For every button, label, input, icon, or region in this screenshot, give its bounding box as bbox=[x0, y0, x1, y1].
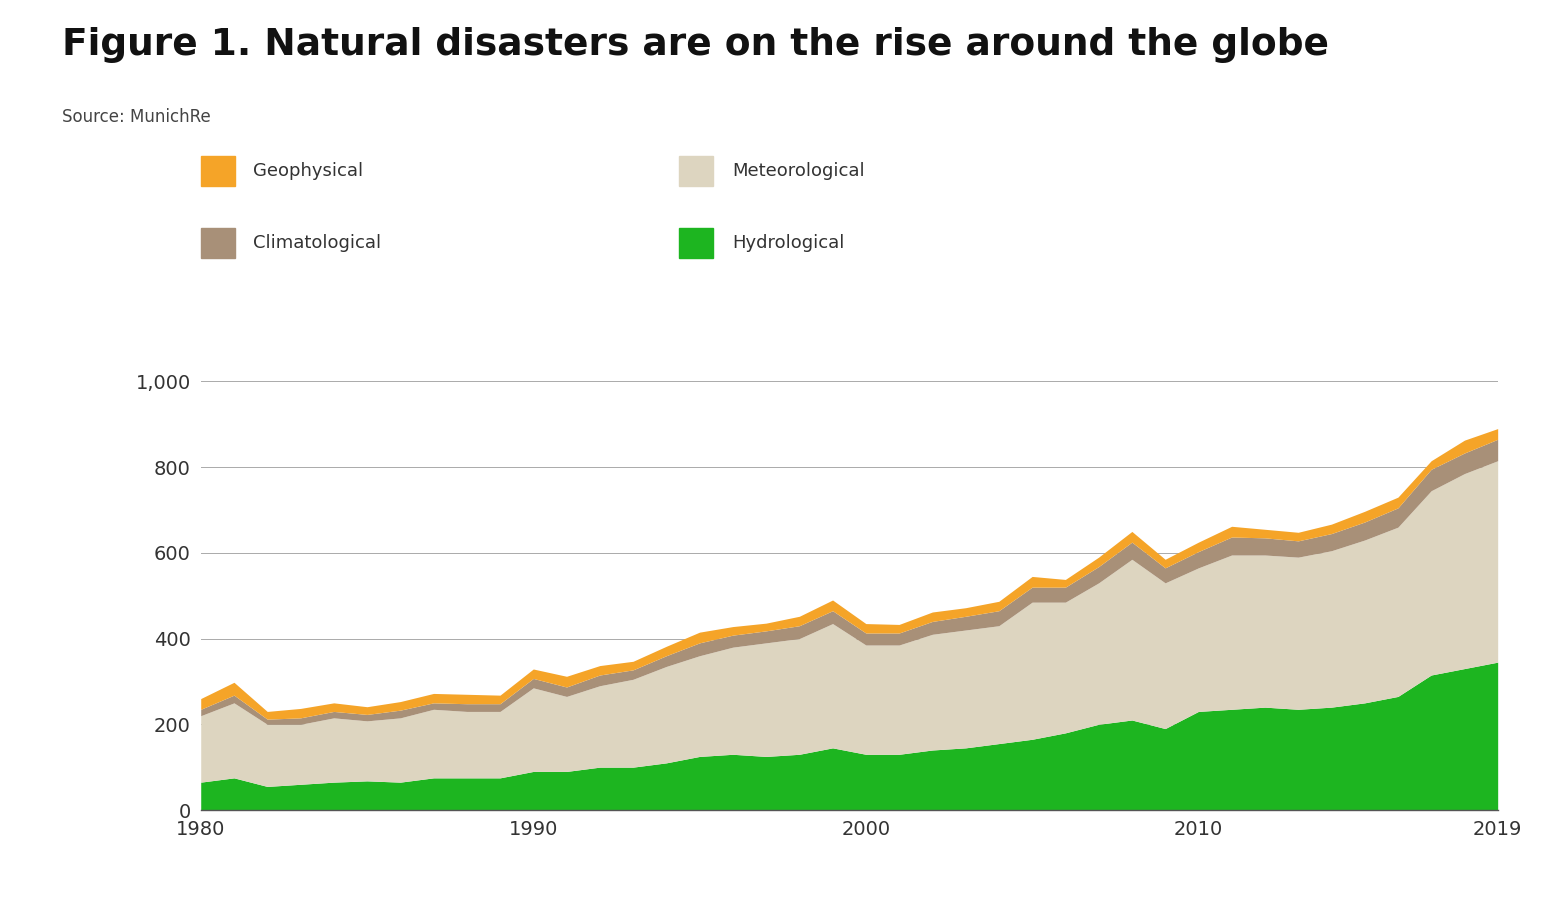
Text: Source: MunichRe: Source: MunichRe bbox=[62, 108, 210, 126]
Text: Geophysical: Geophysical bbox=[253, 162, 363, 180]
Text: Hydrological: Hydrological bbox=[732, 234, 845, 252]
Text: Climatological: Climatological bbox=[253, 234, 381, 252]
Text: Figure 1. Natural disasters are on the rise around the globe: Figure 1. Natural disasters are on the r… bbox=[62, 27, 1329, 63]
Text: Meteorological: Meteorological bbox=[732, 162, 865, 180]
